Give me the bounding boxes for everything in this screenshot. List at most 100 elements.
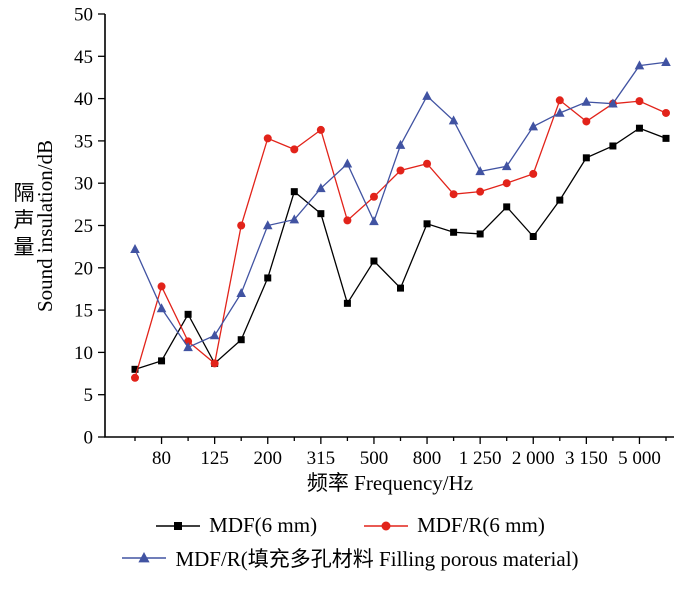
data-point-circle: [343, 216, 352, 225]
x-axis-title: 频率 Frequency/Hz: [307, 471, 473, 495]
y-axis-title-zh: 隔: [14, 181, 35, 205]
y-tick-label: 30: [74, 174, 93, 195]
y-axis-title-zh: 声: [14, 208, 35, 232]
data-point-square: [264, 274, 272, 282]
axes: [104, 14, 674, 438]
data-point-circle: [237, 221, 246, 230]
legend-item-mdfr-filled: MDF/R(填充多孔材料 Filling porous material): [121, 543, 579, 573]
data-point-circle: [290, 145, 299, 154]
legend-row-1: MDF(6 mm) MDF/R(6 mm): [155, 513, 545, 538]
data-point-square: [476, 230, 484, 238]
legend-label-mdfr-filled: MDF/R(填充多孔材料 Filling porous material): [175, 547, 579, 571]
y-axis-title-en: Sound insulation/dB: [33, 140, 57, 312]
y-tick-label: 5: [84, 385, 94, 406]
data-point-triangle: [608, 98, 618, 108]
legend-item-mdfr: MDF/R(6 mm): [363, 513, 545, 538]
x-tick-label: 3 150: [565, 448, 608, 469]
data-point-circle: [316, 125, 325, 134]
x-tick-label: 800: [413, 448, 442, 469]
sound-insulation-chart: Sound insulation/dB 频率 Frequency/Hz 0 5 10…: [14, 5, 674, 495]
y-tick-label: 40: [74, 89, 93, 110]
data-point-circle: [635, 97, 644, 106]
data-point-square: [635, 124, 643, 132]
y-tick-label: 10: [74, 343, 93, 364]
data-point-square: [529, 232, 537, 240]
data-point-square: [317, 210, 325, 218]
data-point-triangle: [369, 216, 379, 226]
data-point-triangle: [395, 139, 406, 149]
data-point-square: [290, 188, 298, 196]
data-point-triangle: [501, 161, 512, 171]
data-point-triangle: [209, 330, 220, 340]
data-point-circle: [582, 117, 591, 126]
legend-label-mdf: MDF(6 mm): [209, 513, 318, 537]
data-point-square: [184, 310, 192, 318]
x-tick-label: 200: [254, 448, 283, 469]
data-point-triangle: [289, 214, 300, 224]
data-point-square: [450, 228, 458, 236]
data-point-triangle: [555, 107, 565, 117]
data-point-circle: [662, 108, 670, 117]
data-point-square: [131, 365, 139, 373]
data-point-square: [158, 357, 166, 365]
data-point-circle: [423, 159, 432, 168]
data-point-triangle: [156, 303, 167, 313]
x-tick-label: 500: [360, 448, 389, 469]
legend-marker-triangle-icon: [122, 552, 167, 563]
data-point-triangle: [262, 220, 273, 230]
y-axis-title-zh: 量: [14, 235, 35, 259]
y-axis-ticks: 0 5 10 15 20 25 30 35 40 45 50: [74, 5, 105, 449]
data-point-circle: [396, 166, 405, 175]
data-point-triangle: [528, 121, 539, 131]
x-tick-label: 1 250: [459, 448, 502, 469]
data-point-square: [343, 299, 351, 307]
y-tick-label: 15: [74, 301, 93, 322]
data-point-circle: [555, 96, 564, 105]
series-1: [131, 96, 670, 382]
data-point-square: [503, 203, 511, 211]
data-point-triangle: [661, 57, 671, 67]
data-point-square: [556, 196, 564, 204]
data-point-circle: [476, 187, 485, 196]
series-2: [130, 57, 671, 352]
data-point-square: [662, 134, 670, 142]
data-point-triangle: [183, 342, 193, 352]
y-tick-label: 50: [74, 5, 93, 26]
y-tick-label: 35: [74, 131, 93, 152]
data-point-triangle: [634, 60, 645, 70]
data-point-circle: [157, 282, 166, 291]
x-tick-label: 80: [152, 448, 171, 469]
data-point-circle: [263, 134, 272, 143]
y-tick-label: 0: [84, 428, 94, 449]
data-point-square: [237, 336, 245, 344]
y-tick-label: 20: [74, 258, 93, 279]
data-point-square: [423, 220, 431, 228]
data-point-triangle: [422, 90, 432, 100]
chart-legend: MDF(6 mm) MDF/R(6 mm) MDF/R(填充多孔材料 Filli…: [0, 505, 700, 573]
data-point-circle: [529, 169, 538, 178]
data-point-circle: [369, 192, 378, 201]
data-point-square: [370, 257, 378, 265]
data-point-triangle: [581, 96, 592, 106]
data-point-circle: [210, 359, 219, 368]
legend-marker-circle-icon: [364, 521, 409, 530]
data-point-square: [582, 154, 590, 162]
data-point-triangle: [236, 287, 246, 297]
data-point-triangle: [316, 183, 326, 193]
x-axis-ticks: 80 125 200 315 500 800 1 250 2 000 3 150 5 000: [134, 437, 667, 469]
data-point-triangle: [130, 243, 140, 253]
data-point-square: [397, 284, 404, 292]
x-tick-label: 125: [200, 448, 229, 469]
data-point-triangle: [475, 166, 485, 176]
legend-item-mdf: MDF(6 mm): [155, 513, 317, 538]
data-point-triangle: [448, 115, 459, 125]
data-point-circle: [449, 190, 458, 199]
legend-row-2: MDF/R(填充多孔材料 Filling porous material): [121, 543, 579, 573]
x-tick-label: 315: [307, 448, 336, 469]
series-0: [131, 124, 670, 373]
data-point-circle: [502, 179, 511, 188]
y-tick-label: 25: [74, 216, 93, 237]
data-point-circle: [131, 373, 139, 382]
data-point-triangle: [342, 158, 353, 168]
